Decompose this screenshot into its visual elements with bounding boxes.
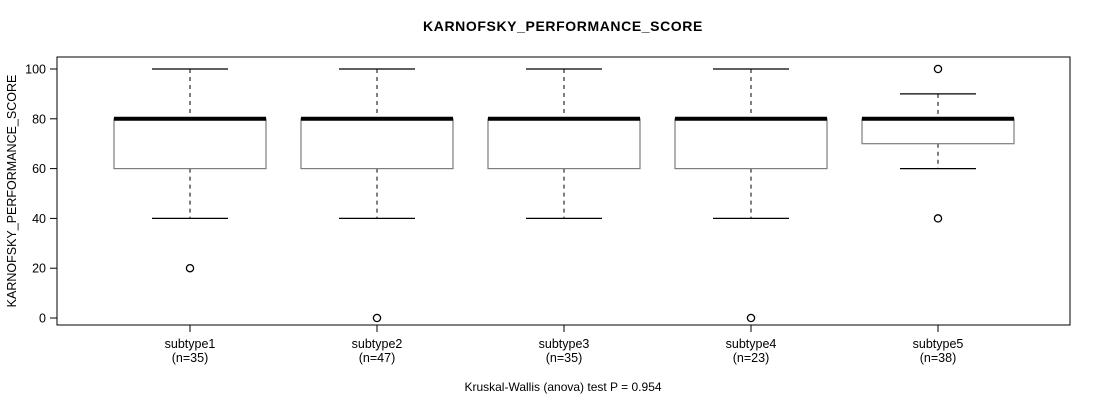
iqr-box <box>113 118 267 170</box>
y-tick-label: 80 <box>32 112 46 126</box>
group-label: subtype4 <box>726 337 777 351</box>
iqr-box <box>861 118 1015 145</box>
outlier-point <box>746 313 756 323</box>
iqr-box <box>487 118 641 170</box>
outlier-point <box>933 64 943 74</box>
stat-test-caption: Kruskal-Wallis (anova) test P = 0.954 <box>464 380 661 394</box>
group-label: subtype3 <box>539 337 590 351</box>
group-sublabel: (n=35) <box>546 351 582 365</box>
y-tick-label: 60 <box>32 162 46 176</box>
group-sublabel: (n=47) <box>359 351 395 365</box>
group-label: subtype1 <box>165 337 216 351</box>
y-tick-label: 0 <box>39 312 46 326</box>
group-label: subtype2 <box>352 337 403 351</box>
iqr-box <box>300 118 454 170</box>
plot-layer: 020406080100subtype1(n=35)subtype2(n=47)… <box>25 56 1071 365</box>
outlier-point <box>933 214 943 223</box>
outlier-point <box>185 263 195 273</box>
group-sublabel: (n=23) <box>733 351 769 365</box>
group-sublabel: (n=35) <box>172 351 208 365</box>
group-label: subtype5 <box>913 337 964 351</box>
y-tick-label: 100 <box>25 63 46 77</box>
plot-frame <box>56 56 1071 326</box>
outlier-point <box>372 313 382 323</box>
group-sublabel: (n=38) <box>920 351 956 365</box>
y-axis-label: KARNOFSKY_PERFORMANCE_SCORE <box>5 75 19 308</box>
iqr-box <box>674 118 828 170</box>
y-tick-label: 20 <box>32 262 46 276</box>
chart-title: KARNOFSKY_PERFORMANCE_SCORE <box>423 18 703 34</box>
y-tick-label: 40 <box>32 212 46 226</box>
